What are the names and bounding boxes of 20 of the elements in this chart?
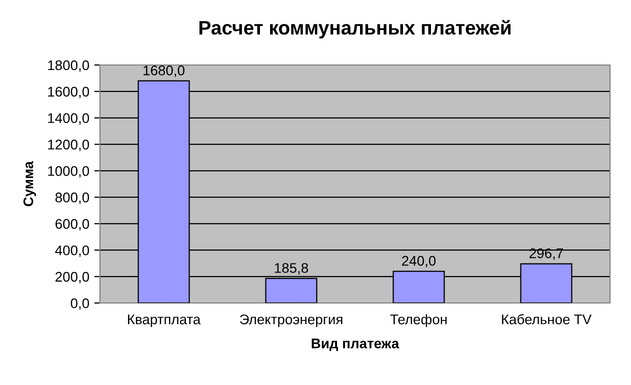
- y-tick-label: 1400,0: [48, 113, 90, 125]
- data-label: 1680,0: [144, 66, 184, 77]
- chart-title: Расчет коммунальных платежей: [199, 20, 510, 38]
- y-axis-title: Сумма: [23, 161, 36, 206]
- x-axis-title: Вид платежа: [312, 338, 400, 351]
- y-tick-label: 400,0: [55, 245, 90, 257]
- y-tick-label: 1800,0: [48, 60, 90, 72]
- y-tick-label: 1200,0: [48, 140, 90, 152]
- x-tick-label: Кабельное TV: [502, 314, 592, 324]
- data-label: 240,0: [402, 256, 436, 268]
- y-tick-label: 1600,0: [48, 86, 90, 98]
- y-tick-label: 200,0: [56, 272, 90, 284]
- y-tick-label: 1000,0: [48, 166, 90, 178]
- data-label: 185,8: [274, 263, 308, 275]
- x-tick-label: Квартплата: [128, 314, 201, 328]
- y-tick-label: 600,0: [56, 219, 90, 230]
- y-tick-label: 0,0: [70, 298, 90, 310]
- x-tick-label: Электроэнергия: [240, 314, 342, 328]
- x-tick-label: Телефон: [390, 314, 447, 328]
- y-tick-label: 800,0: [55, 192, 90, 204]
